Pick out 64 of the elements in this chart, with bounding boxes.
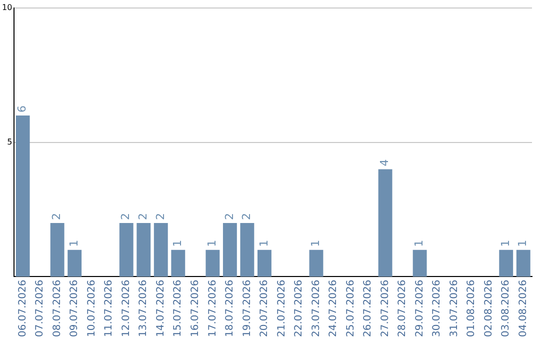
bar bbox=[222, 222, 237, 277]
x-tick-label: 27.07.2026 bbox=[380, 280, 391, 338]
x-tick-label: 12.07.2026 bbox=[120, 280, 132, 338]
x-tick-label: 02.08.2026 bbox=[483, 280, 494, 338]
bar bbox=[154, 222, 168, 277]
x-tick-label: 03.08.2026 bbox=[500, 280, 512, 338]
x-tick-label: 17.07.2026 bbox=[207, 280, 218, 338]
x-tick-label: 22.07.2026 bbox=[294, 280, 305, 338]
x-tick-label: 19.07.2026 bbox=[242, 280, 253, 338]
x-tick-label: 09.07.2026 bbox=[69, 280, 80, 338]
data-label: 1 bbox=[498, 240, 512, 247]
data-label: 2 bbox=[50, 212, 64, 220]
data-label: 2 bbox=[154, 212, 167, 220]
x-tick-label: 13.07.2026 bbox=[138, 280, 150, 338]
x-tick-label: 25.07.2026 bbox=[345, 280, 356, 338]
data-label: 2 bbox=[222, 212, 236, 220]
data-label: 1 bbox=[309, 240, 322, 247]
x-tick-label: 01.08.2026 bbox=[466, 280, 478, 338]
data-label: 1 bbox=[206, 240, 219, 247]
bar bbox=[257, 250, 272, 277]
data-label: 1 bbox=[516, 240, 530, 247]
data-label: 1 bbox=[67, 240, 80, 247]
data-label: 6 bbox=[16, 106, 29, 112]
bar bbox=[136, 222, 151, 277]
x-tick-label: 07.07.2026 bbox=[34, 280, 46, 338]
bar bbox=[68, 250, 82, 277]
x-tick-label: 18.07.2026 bbox=[224, 280, 236, 338]
x-tick-label: 24.07.2026 bbox=[328, 280, 340, 338]
data-label: 2 bbox=[240, 212, 254, 220]
x-tick-label: 28.07.2026 bbox=[397, 280, 408, 338]
x-tick-label: 15.07.2026 bbox=[172, 280, 184, 338]
bar bbox=[119, 222, 134, 277]
x-tick-label: 14.07.2026 bbox=[155, 280, 166, 338]
bar bbox=[171, 250, 186, 277]
data-label: 1 bbox=[412, 240, 426, 247]
bar bbox=[378, 169, 392, 277]
data-label: 2 bbox=[136, 212, 150, 220]
data-label: 1 bbox=[171, 240, 184, 247]
bar bbox=[240, 222, 254, 277]
y-tick-label: 5 bbox=[7, 137, 12, 146]
bar bbox=[499, 250, 514, 277]
x-tick-label: 11.07.2026 bbox=[104, 280, 115, 338]
data-label: 1 bbox=[257, 240, 270, 247]
bar bbox=[412, 250, 427, 277]
x-tick-label: 31.07.2026 bbox=[448, 280, 460, 338]
bar bbox=[206, 250, 220, 277]
x-tick-label: 16.07.2026 bbox=[190, 280, 202, 338]
x-tick-label: 20.07.2026 bbox=[259, 280, 270, 338]
bar bbox=[50, 222, 64, 277]
x-tick-label: 29.07.2026 bbox=[414, 280, 426, 338]
x-tick-label: 23.07.2026 bbox=[310, 280, 322, 338]
bar bbox=[16, 116, 30, 277]
x-tick-label: 26.07.2026 bbox=[362, 280, 374, 338]
x-tick-label: 06.07.2026 bbox=[17, 280, 28, 338]
x-tick-label: 21.07.2026 bbox=[276, 280, 288, 338]
x-tick-label: 10.07.2026 bbox=[86, 280, 98, 338]
data-label: 4 bbox=[378, 159, 392, 166]
y-tick-label: 10 bbox=[2, 3, 12, 12]
x-tick-label: 04.08.2026 bbox=[518, 280, 529, 338]
bar bbox=[309, 250, 324, 277]
x-tick-label: 30.07.2026 bbox=[432, 280, 443, 338]
bar bbox=[516, 250, 530, 277]
data-label: 2 bbox=[119, 212, 132, 220]
x-tick-label: 08.07.2026 bbox=[52, 280, 63, 338]
